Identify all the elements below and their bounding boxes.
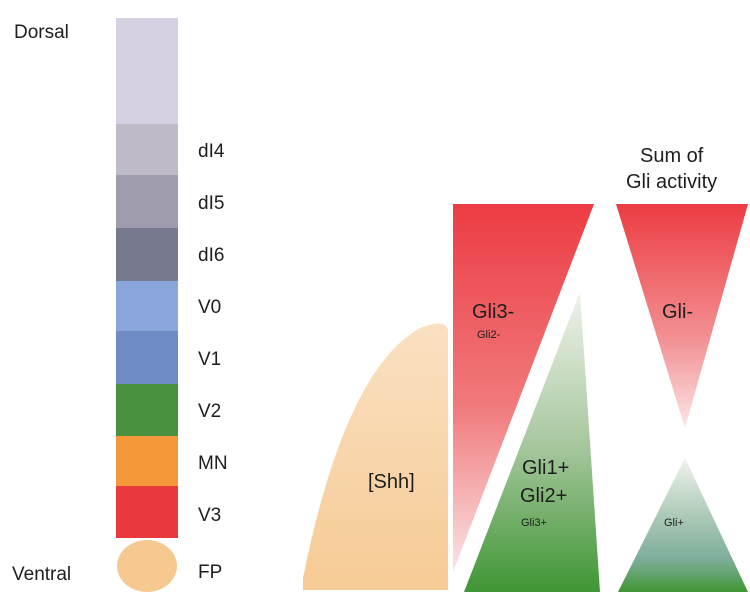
domain-label-fp: FP: [198, 562, 222, 583]
gli2-activator-label: Gli2+: [520, 485, 567, 507]
gli3-activator-label: Gli3+: [521, 517, 547, 529]
domain-label-mn: MN: [198, 453, 228, 474]
shh-label: [Shh]: [368, 471, 415, 493]
domain-label-di4: dI4: [198, 141, 225, 162]
domain-block-di6: [116, 228, 178, 281]
domain-block-v1: [116, 331, 178, 384]
domain-block-di4: [116, 124, 178, 175]
domain-block-v2: [116, 384, 178, 436]
sum-gli-positive-label: Gli+: [664, 517, 684, 529]
domain-label-v1: V1: [198, 349, 221, 370]
sum-title-line2: Gli activity: [626, 171, 717, 193]
ventral-label: Ventral: [12, 564, 71, 585]
progenitor-domain-column: [116, 18, 178, 592]
gli-repressor-gradient: [453, 204, 594, 572]
domain-label-di5: dI5: [198, 193, 224, 214]
domain-block-mn: [116, 436, 178, 486]
shh-gradient: [303, 323, 448, 590]
domain-block-top: [116, 18, 178, 124]
domain-label-di6: dI6: [198, 245, 224, 266]
sum-gli-negative-gradient: [616, 204, 748, 428]
domain-block-fp: [117, 540, 177, 592]
domain-label-v3: V3: [198, 505, 221, 526]
domain-block-v3: [116, 486, 178, 538]
gli1-activator-label: Gli1+: [522, 457, 569, 479]
domain-block-v0: [116, 281, 178, 331]
domain-label-v2: V2: [198, 401, 221, 422]
domain-labels: dI4 dI5 dI6 V0 V1 V2 MN V3 FP: [198, 141, 228, 583]
dorsal-label: Dorsal: [14, 22, 69, 43]
sum-title-line1: Sum of: [640, 145, 704, 167]
sum-gli-positive-gradient: [618, 458, 748, 592]
sum-gli-negative-label: Gli-: [662, 301, 693, 323]
domain-block-di5: [116, 175, 178, 228]
gli3-repressor-label: Gli3-: [472, 301, 514, 323]
domain-label-v0: V0: [198, 297, 221, 318]
gli-activator-gradient: [464, 292, 600, 592]
gli2-repressor-label: Gli2-: [477, 329, 501, 341]
